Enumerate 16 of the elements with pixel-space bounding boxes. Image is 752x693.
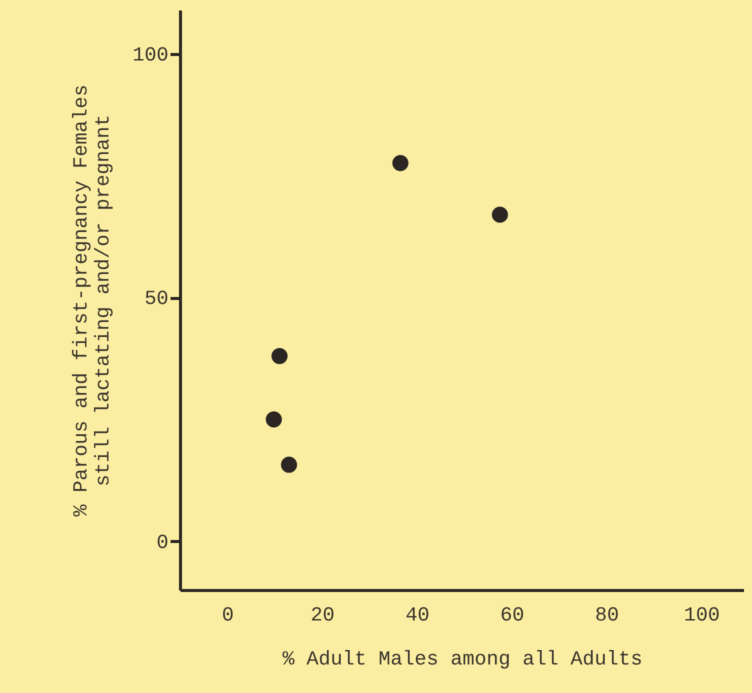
- point: [280, 456, 298, 473]
- x-tick-label: 100: [684, 604, 720, 628]
- x-axis-title: % Adult Males among all Adults: [282, 648, 643, 672]
- x-tick-label: 60: [500, 604, 524, 628]
- y-tick-label: 100: [132, 44, 168, 68]
- x-tick-label: 80: [595, 604, 620, 628]
- point: [271, 348, 288, 364]
- x-tick-label: 20: [310, 604, 335, 628]
- point: [266, 411, 282, 428]
- y-axis-title: % Parous and first-pregnancy Females still lactating and/or pregnant: [70, 84, 116, 517]
- x-tick-label: 40: [405, 604, 430, 628]
- y-tick-label: 0: [156, 532, 168, 555]
- y-tick-label: 50: [144, 288, 168, 312]
- point: [392, 154, 408, 172]
- point: [492, 206, 508, 223]
- x-tick-label: 0: [222, 604, 234, 628]
